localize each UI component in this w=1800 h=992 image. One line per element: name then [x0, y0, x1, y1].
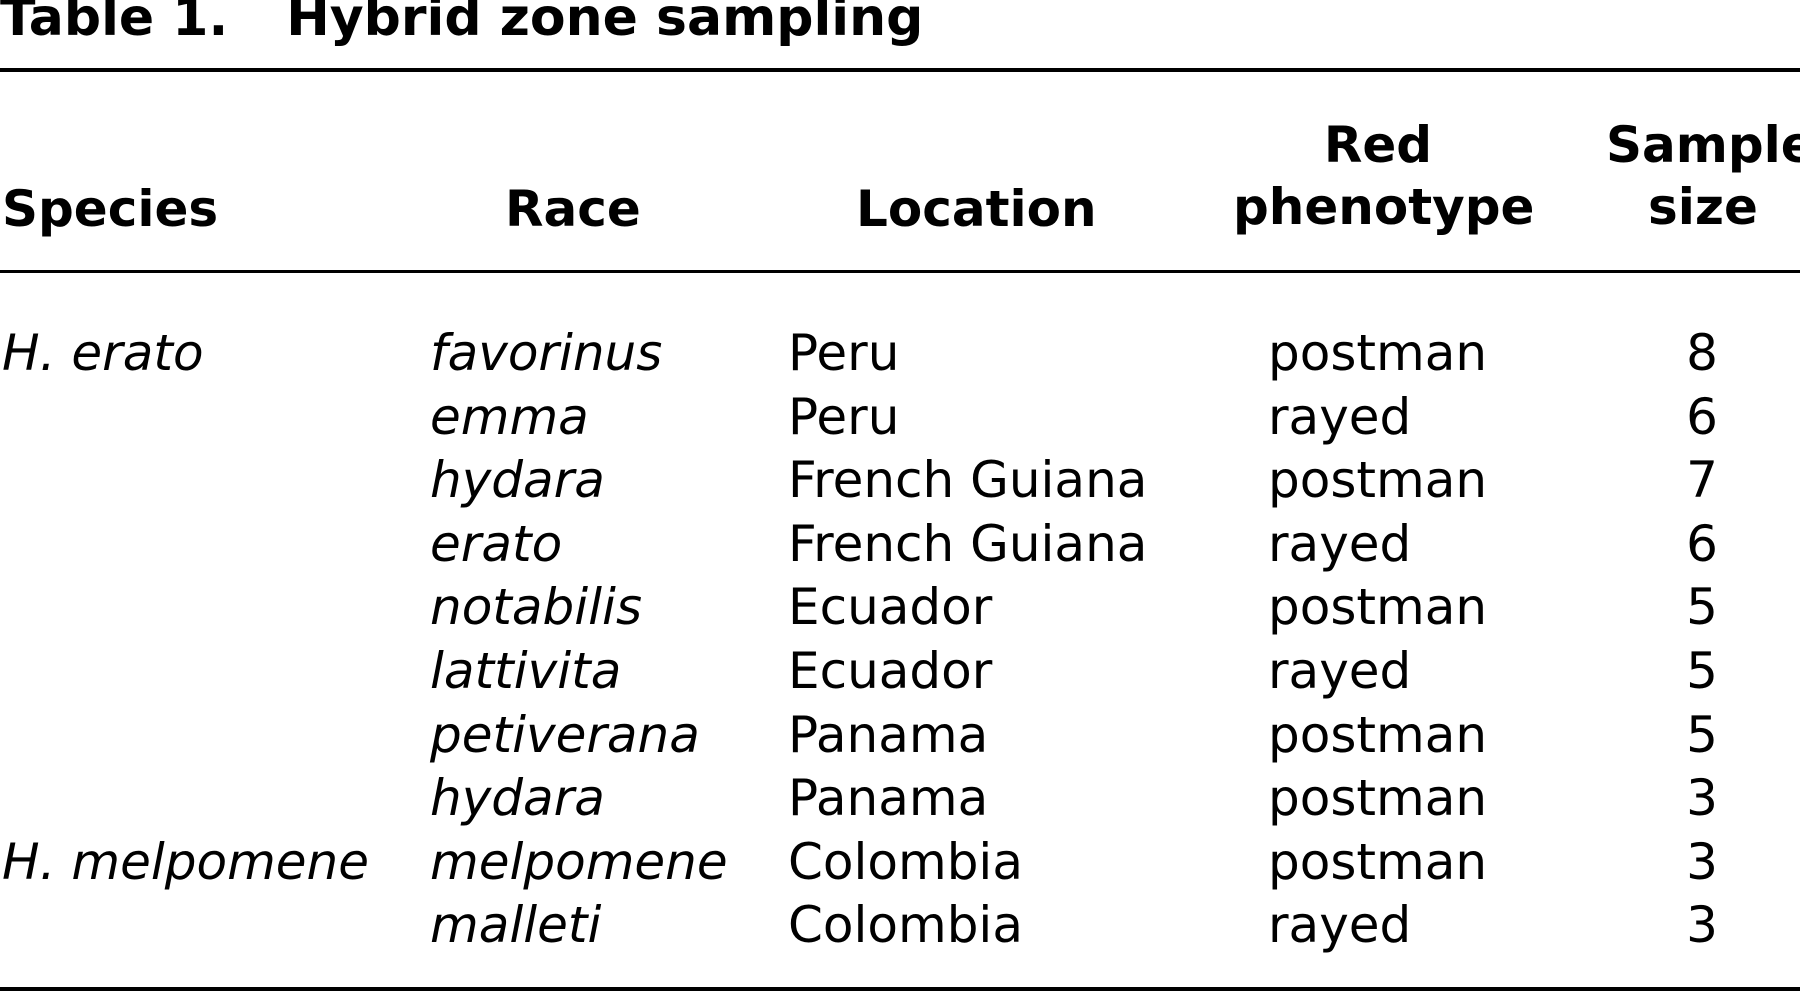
cell-location: Colombia — [788, 896, 1023, 955]
cell-sample-size: 6 — [1686, 387, 1718, 446]
table-label: Table 1. — [0, 0, 229, 48]
table-row: erato French Guiana rayed 6 — [0, 513, 1800, 577]
header-location: Location — [856, 180, 1097, 238]
cell-location: Peru — [788, 387, 900, 446]
table-row: petiverana Panama postman 5 — [0, 704, 1800, 768]
cell-red-phenotype: rayed — [1268, 514, 1412, 573]
header-species: Species — [2, 180, 219, 238]
cell-sample-size: 3 — [1686, 832, 1718, 891]
cell-location: French Guiana — [788, 451, 1148, 510]
bottom-rule — [0, 987, 1800, 991]
cell-race: notabilis — [430, 578, 642, 637]
cell-race: hydara — [430, 769, 605, 828]
header-red-phenotype-line2: phenotype — [1233, 178, 1535, 236]
cell-location: Peru — [788, 324, 900, 382]
cell-red-phenotype: postman — [1268, 705, 1488, 764]
cell-red-phenotype: rayed — [1268, 896, 1412, 955]
header-sample-size: Sample size — [1606, 114, 1800, 238]
cell-location: Ecuador — [788, 641, 993, 700]
table-body: H. erato favorinus Peru postman 8 emma P… — [0, 322, 1800, 958]
cell-red-phenotype: postman — [1268, 769, 1488, 828]
cell-location: Ecuador — [788, 578, 993, 637]
cell-sample-size: 3 — [1686, 769, 1718, 828]
cell-race: favorinus — [430, 324, 663, 382]
header-sample-size-line1: Sample — [1606, 116, 1800, 174]
table-row: H. melpomene melpomene Colombia postman … — [0, 831, 1800, 895]
cell-race: erato — [430, 514, 563, 573]
table-title: Table 1. Hybrid zone sampling — [0, 0, 923, 48]
cell-red-phenotype: postman — [1268, 324, 1488, 382]
table-row: notabilis Ecuador postman 5 — [0, 576, 1800, 640]
top-rule — [0, 68, 1800, 72]
cell-sample-size: 6 — [1686, 514, 1718, 573]
table-row: H. erato favorinus Peru postman 8 — [0, 322, 1800, 386]
cell-sample-size: 3 — [1686, 896, 1718, 955]
cell-red-phenotype: rayed — [1268, 641, 1412, 700]
header-rule — [0, 270, 1800, 273]
cell-location: French Guiana — [788, 514, 1148, 573]
cell-sample-size: 5 — [1686, 578, 1718, 637]
table-row: malleti Colombia rayed 3 — [0, 894, 1800, 958]
cell-species: H. erato — [2, 324, 204, 382]
cell-race: melpomene — [430, 832, 728, 891]
cell-race: malleti — [430, 896, 602, 955]
table-row: lattivita Ecuador rayed 5 — [0, 640, 1800, 704]
table-caption: Hybrid zone sampling — [286, 0, 924, 48]
cell-red-phenotype: postman — [1268, 451, 1488, 510]
cell-race: petiverana — [430, 705, 700, 764]
cell-location: Panama — [788, 769, 989, 828]
cell-location: Colombia — [788, 832, 1023, 891]
table-row: hydara French Guiana postman 7 — [0, 449, 1800, 513]
cell-species: H. melpomene — [2, 832, 369, 891]
cell-race: lattivita — [430, 641, 622, 700]
header-sample-size-line2: size — [1648, 178, 1758, 236]
cell-sample-size: 7 — [1686, 451, 1718, 510]
table-row: emma Peru rayed 6 — [0, 386, 1800, 450]
header-red-phenotype: Red phenotype — [1233, 114, 1535, 238]
cell-location: Panama — [788, 705, 989, 764]
header-red-phenotype-line1: Red — [1323, 116, 1433, 174]
cell-red-phenotype: postman — [1268, 832, 1488, 891]
header-race: Race — [505, 180, 641, 238]
cell-race: hydara — [430, 451, 605, 510]
cell-race: emma — [430, 387, 589, 446]
cell-sample-size: 5 — [1686, 641, 1718, 700]
table-row: hydara Panama postman 3 — [0, 767, 1800, 831]
cell-red-phenotype: rayed — [1268, 387, 1412, 446]
cell-red-phenotype: postman — [1268, 578, 1488, 637]
cell-sample-size: 5 — [1686, 705, 1718, 764]
cell-sample-size: 8 — [1686, 324, 1718, 382]
